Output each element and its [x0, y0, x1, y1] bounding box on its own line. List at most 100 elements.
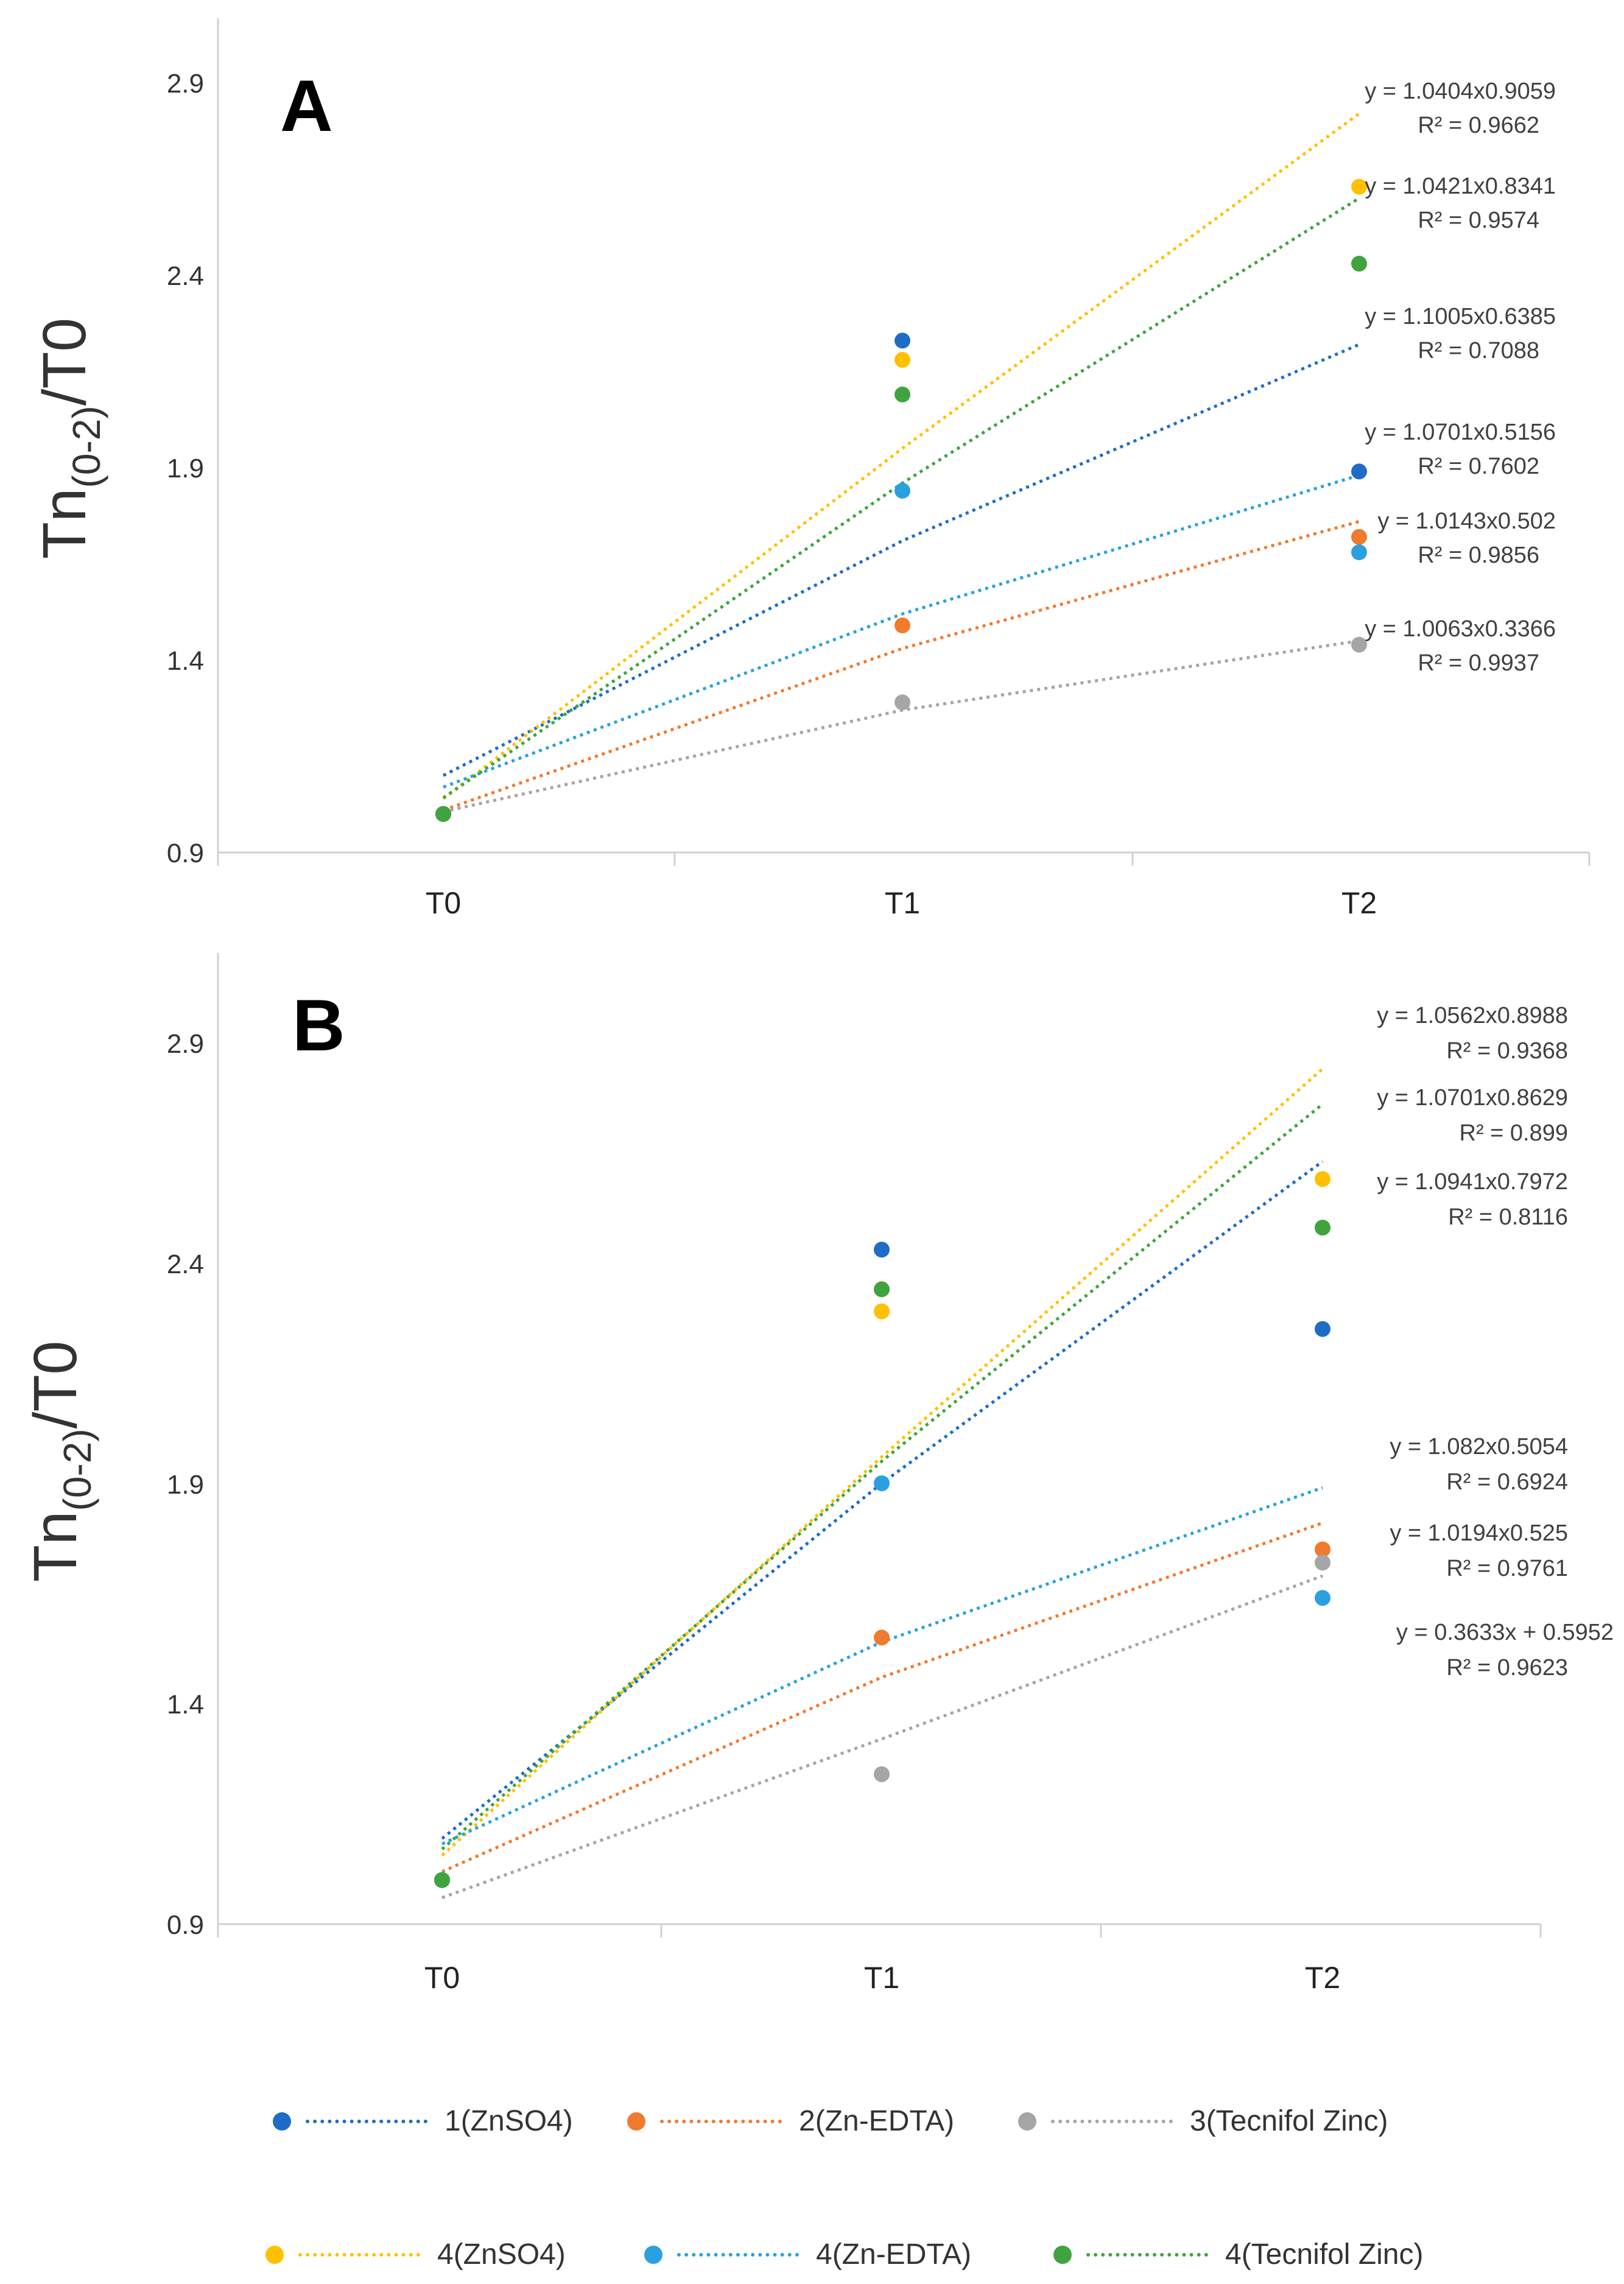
data-point [1315, 1321, 1330, 1337]
legend-label: 1(ZnSO4) [445, 2105, 573, 2137]
legend-marker-icon [1053, 2245, 1072, 2264]
data-point [1351, 178, 1367, 195]
y-axis-title-main: Tn [30, 488, 99, 559]
y-tick-label: 2.9 [167, 1029, 204, 1059]
legend-line-icon [1051, 2119, 1173, 2123]
y-tick-label: 2.9 [167, 69, 204, 99]
y-tick-label: 1.9 [167, 454, 204, 483]
trendline-equation: y = 1.0063x0.3366 [1365, 616, 1556, 642]
y-axis-title-tail: /T0 [30, 318, 99, 406]
trendline-equation: y = 1.0941x0.7972 [1377, 1169, 1568, 1195]
trendline-equation: y = 1.0701x0.5156 [1365, 420, 1556, 445]
trendline-r-squared: R² = 0.9368 [1446, 1038, 1568, 1064]
trendline-r-squared: R² = 0.9856 [1418, 543, 1539, 568]
y-axis-title-subscript: (0-2) [55, 1428, 99, 1511]
data-point [895, 332, 910, 349]
legend-item[interactable]: 2(Zn-EDTA) [627, 2104, 954, 2138]
trendline [443, 520, 1360, 812]
legend-line-icon [306, 2119, 427, 2123]
trendline-r-squared: R² = 0.9574 [1418, 208, 1539, 233]
data-point [1315, 1541, 1330, 1558]
data-point [1351, 544, 1367, 560]
legend-item[interactable]: 1(ZnSO4) [273, 2104, 573, 2138]
panel-letter: B [292, 985, 345, 1066]
data-point [1315, 1590, 1330, 1606]
trendline-r-squared: R² = 0.9761 [1446, 1556, 1568, 1581]
y-tick-label: 1.9 [167, 1470, 204, 1500]
legend-item[interactable]: 3(Tecnifol Zinc) [1018, 2104, 1388, 2138]
trendline-equation: y = 1.0562x0.8988 [1377, 1003, 1568, 1028]
data-point [895, 386, 910, 402]
trendline [441, 1574, 1323, 1899]
data-point [895, 352, 910, 368]
y-tick-label: 0.9 [167, 1910, 204, 1940]
data-point [895, 482, 910, 499]
trendline [441, 1067, 1324, 1857]
data-point [1351, 463, 1367, 480]
trendline-r-squared: R² = 0.6924 [1446, 1469, 1568, 1495]
data-point [874, 1303, 890, 1319]
data-point [874, 1475, 890, 1491]
x-tick-label: T1 [885, 886, 920, 920]
legend-label: 4(Zn-EDTA) [816, 2238, 972, 2271]
y-tick-label: 1.4 [167, 1690, 204, 1720]
legend-item[interactable]: 4(Zn-EDTA) [644, 2238, 971, 2271]
y-tick-label: 2.4 [167, 1249, 204, 1279]
trendline-r-squared: R² = 0.8116 [1448, 1204, 1568, 1230]
data-point [874, 1281, 890, 1298]
trendline [442, 112, 1360, 800]
trendline [443, 474, 1360, 789]
trendline [441, 1486, 1323, 1846]
trendline-equation: y = 1.0194x0.525 [1390, 1520, 1568, 1546]
trendline-equation: y = 1.1005x0.6385 [1365, 304, 1556, 329]
data-point [1315, 1171, 1330, 1187]
data-point [1351, 256, 1367, 272]
trendline-equation: y = 1.0404x0.9059 [1365, 79, 1556, 104]
trendline-r-squared: R² = 0.7088 [1418, 338, 1539, 364]
legend-marker-icon [273, 2112, 291, 2131]
y-tick-label: 1.4 [167, 646, 204, 676]
x-tick-label: T1 [864, 1961, 899, 1995]
trendline-r-squared: R² = 0.9623 [1446, 1655, 1568, 1681]
legend-label: 2(Zn-EDTA) [799, 2105, 955, 2137]
legend-label: 3(Tecnifol Zinc) [1190, 2105, 1388, 2137]
trendline-r-squared: R² = 0.9662 [1418, 113, 1539, 138]
y-axis-title: Tn(0-2)/T0 [30, 318, 108, 559]
legend-marker-icon [265, 2245, 284, 2264]
trendline-equation: y = 1.0143x0.502 [1377, 508, 1556, 534]
legend-marker-icon [1018, 2112, 1036, 2131]
data-point [1315, 1555, 1330, 1571]
y-tick-label: 2.4 [167, 261, 204, 291]
data-point [435, 806, 451, 822]
y-axis-title-tail: /T0 [21, 1341, 90, 1428]
data-point [1351, 529, 1367, 545]
trendline-equation: y = 1.082x0.5054 [1390, 1434, 1568, 1460]
legend-marker-icon [644, 2245, 663, 2264]
trendline-equation: y = 0.3633x + 0.5952 [1396, 1620, 1614, 1645]
data-point [1351, 636, 1367, 653]
x-tick-label: T0 [426, 886, 461, 920]
trendline [443, 639, 1360, 813]
x-tick-label: T2 [1341, 886, 1377, 920]
data-point [874, 1766, 890, 1782]
legend-marker-icon [627, 2112, 645, 2131]
legend-item[interactable]: 4(ZnSO4) [265, 2238, 566, 2271]
legend-line-icon [298, 2252, 420, 2257]
panel-letter: A [280, 65, 333, 147]
y-tick-label: 0.9 [167, 838, 204, 868]
legend-item[interactable]: 4(Tecnifol Zinc) [1053, 2238, 1423, 2271]
trendline-equation: y = 1.0421x0.8341 [1365, 174, 1556, 199]
data-point [874, 1629, 890, 1646]
data-point [895, 694, 910, 711]
trendline-r-squared: R² = 0.7602 [1418, 454, 1539, 479]
y-axis-title: Tn(0-2)/T0 [21, 1341, 99, 1582]
trendline-equation: y = 1.0701x0.8629 [1377, 1085, 1568, 1111]
trendline-r-squared: R² = 0.899 [1460, 1120, 1569, 1146]
y-axis-title-main: Tn [21, 1511, 90, 1582]
trendline-r-squared: R² = 0.9937 [1418, 650, 1539, 676]
x-tick-label: T0 [424, 1961, 460, 1995]
x-tick-label: T2 [1305, 1961, 1340, 1995]
data-point [1315, 1220, 1330, 1236]
